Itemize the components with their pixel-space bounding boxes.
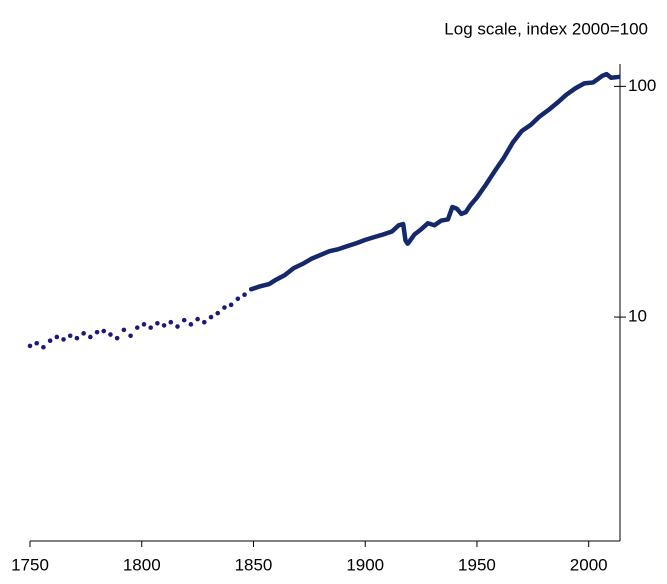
- x-tick-label: 1750: [11, 555, 49, 574]
- data-point: [81, 331, 86, 336]
- x-tick-label: 2000: [570, 555, 608, 574]
- chart-subtitle: Log scale, index 2000=100: [444, 19, 648, 38]
- data-point: [188, 322, 194, 327]
- data-point: [235, 296, 241, 302]
- data-point: [74, 335, 80, 341]
- data-point: [101, 328, 107, 334]
- data-point: [88, 334, 93, 340]
- x-tick-label: 1800: [123, 555, 161, 574]
- data-point: [27, 343, 33, 349]
- data-point: [242, 292, 247, 298]
- data-point: [208, 314, 214, 320]
- y-tick-label: 100: [628, 76, 656, 95]
- data-point: [168, 319, 174, 325]
- data-point: [228, 302, 234, 308]
- data-point: [148, 325, 153, 330]
- data-point: [175, 324, 180, 329]
- data-point: [141, 322, 147, 327]
- data-point: [195, 316, 200, 322]
- data-point: [114, 335, 120, 341]
- data-point: [41, 344, 46, 350]
- data-point: [202, 319, 207, 325]
- data-point: [61, 337, 66, 342]
- x-tick-label: 1950: [458, 555, 496, 574]
- data-point: [155, 320, 160, 326]
- data-point: [34, 340, 40, 346]
- data-point: [47, 338, 53, 343]
- x-tick-label: 1900: [346, 555, 384, 574]
- data-point: [161, 323, 167, 328]
- data-point: [128, 333, 133, 339]
- data-point: [181, 317, 187, 323]
- line-series: [250, 71, 621, 292]
- data-point: [215, 310, 221, 316]
- y-tick-label: 10: [628, 307, 647, 326]
- x-tick-label: 1850: [235, 555, 273, 574]
- data-point: [134, 325, 140, 330]
- data-point: [121, 327, 127, 333]
- data-point: [222, 305, 227, 310]
- data-point: [67, 333, 73, 339]
- data-point: [108, 332, 113, 337]
- data-point: [54, 334, 60, 340]
- data-point: [94, 329, 100, 335]
